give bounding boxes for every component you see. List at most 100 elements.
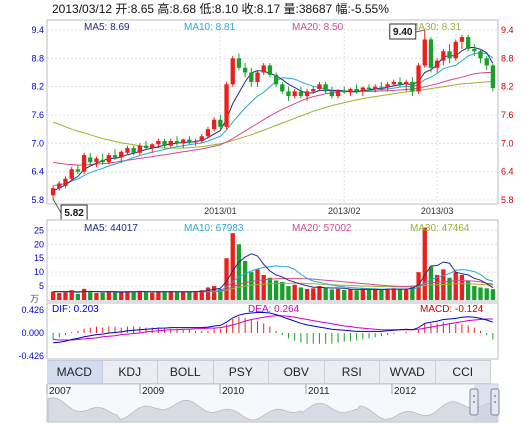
candle-body	[416, 65, 421, 92]
candle-body	[286, 91, 291, 97]
tab-psy[interactable]: PSY	[214, 361, 269, 383]
candle-body	[199, 136, 204, 141]
candle-body	[205, 129, 211, 137]
volume-bar	[181, 291, 186, 300]
tab-obv[interactable]: OBV	[269, 361, 325, 383]
volume-tick: 10	[34, 267, 44, 277]
volume-bar	[478, 287, 483, 300]
candle-body	[255, 72, 260, 82]
candle	[286, 86, 291, 101]
price-tick-left: 5.8	[31, 195, 44, 205]
candle	[478, 48, 483, 64]
timeline-year-label: 2009	[142, 386, 165, 397]
price-tick-left: 9.4	[31, 25, 44, 35]
timeline-year-label: 2012	[394, 386, 417, 397]
candle-body	[168, 140, 173, 146]
candle	[224, 81, 229, 130]
candle-body	[181, 139, 186, 144]
candle-body	[391, 81, 396, 85]
volume-bar	[143, 291, 149, 300]
candle	[472, 44, 477, 56]
annotation-leader	[415, 29, 425, 33]
price-tick-right: 5.8	[501, 195, 514, 205]
candle-body	[211, 119, 217, 130]
volume-bar	[335, 288, 341, 300]
candle	[459, 34, 465, 49]
timeline-year-label: 2007	[49, 386, 72, 397]
candle	[125, 145, 130, 156]
volume-bar	[447, 277, 452, 300]
candle	[211, 117, 217, 132]
candle-body	[50, 188, 56, 196]
candle-body	[57, 183, 62, 189]
candle-body	[422, 39, 427, 66]
candle-body	[490, 65, 496, 89]
annotation-text: 9.40	[393, 27, 413, 38]
tab-wvad[interactable]: WVAD	[380, 361, 436, 383]
price-ma-legend: MA5: 8.69 MA10: 8.81 MA20: 8.50 MA30: 8.31	[84, 22, 462, 33]
tab-kdj[interactable]: KDJ	[103, 361, 158, 383]
volume-bar	[410, 286, 415, 300]
candle-body	[267, 65, 273, 75]
candle	[404, 79, 409, 92]
candle	[379, 81, 384, 91]
candle-body	[298, 91, 304, 97]
volume-bar	[329, 289, 335, 300]
volume-bar	[193, 291, 198, 300]
macd-tick: 0.426	[21, 305, 44, 315]
volume-bar	[453, 272, 458, 300]
volume-bar	[404, 288, 409, 300]
candle-body	[106, 155, 112, 163]
candle	[410, 77, 415, 97]
candle	[63, 176, 68, 189]
candle	[150, 143, 155, 153]
candle-body	[112, 155, 118, 158]
candle-body	[236, 58, 242, 68]
tab-cci[interactable]: CCI	[436, 361, 491, 383]
candle	[181, 138, 186, 149]
tab-rsi[interactable]: RSI	[325, 361, 380, 383]
price-tick-left: 8.8	[31, 53, 44, 63]
range-selector[interactable]	[469, 384, 500, 422]
price-tick-left: 7.6	[31, 110, 44, 120]
candle-body	[224, 84, 229, 127]
macd-dea-line	[53, 315, 493, 341]
price-tick-right: 8.2	[501, 82, 514, 92]
candle	[348, 87, 353, 97]
candle-body	[335, 90, 341, 97]
volume-bar	[249, 272, 254, 300]
candle-body	[63, 178, 68, 186]
candle-body	[453, 41, 458, 59]
volume-bar	[273, 280, 279, 300]
candle-body	[317, 84, 322, 90]
candle	[106, 152, 112, 165]
candle	[304, 89, 310, 101]
candle-body	[323, 84, 328, 92]
tab-boll[interactable]: BOLL	[158, 361, 214, 383]
volume-bar	[342, 289, 347, 300]
volume-bar	[137, 290, 142, 300]
volume-bar	[298, 287, 304, 300]
candle	[329, 86, 335, 99]
annotation-box	[389, 23, 417, 40]
candle	[112, 149, 118, 160]
candle-body	[459, 37, 465, 42]
price-tick-left: 8.2	[31, 82, 44, 92]
candle-body	[143, 145, 149, 149]
tab-macd[interactable]: MACD	[47, 361, 103, 383]
candle	[174, 136, 180, 146]
candle-body	[484, 58, 489, 66]
volume-bar	[385, 288, 390, 300]
candle	[143, 140, 149, 151]
candle	[236, 53, 242, 71]
candle-body	[366, 87, 372, 90]
volume-bar	[156, 291, 161, 300]
price-x-tick: 2013/01	[204, 206, 237, 216]
volume-bar	[88, 291, 93, 300]
candle	[162, 138, 167, 149]
price-tick-right: 7.0	[501, 138, 514, 148]
candle	[428, 37, 434, 73]
volume-bar	[81, 288, 87, 300]
candle-body	[342, 90, 347, 93]
price-x-tick: 2013/02	[328, 206, 361, 216]
